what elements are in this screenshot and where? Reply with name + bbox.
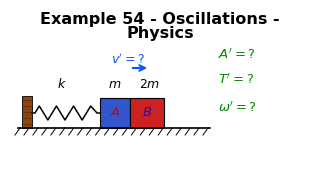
Text: $2m$: $2m$ [140,78,161,91]
Text: $B$: $B$ [142,107,152,120]
Text: $A$: $A$ [109,107,120,120]
Bar [100,98,130,128]
Text: $T' =?$: $T' =?$ [218,73,254,87]
Text: Example 54 - Oscillations -: Example 54 - Oscillations - [40,12,280,27]
Text: $m$: $m$ [108,78,122,91]
Text: $k$: $k$ [57,77,67,91]
Text: $\omega' =?$: $\omega' =?$ [218,101,257,115]
Bar [22,96,32,128]
Text: $v' =?$: $v' =?$ [111,53,145,67]
Bar [130,98,164,128]
Text: Physics: Physics [126,26,194,41]
Text: $A' =?$: $A' =?$ [218,48,256,62]
